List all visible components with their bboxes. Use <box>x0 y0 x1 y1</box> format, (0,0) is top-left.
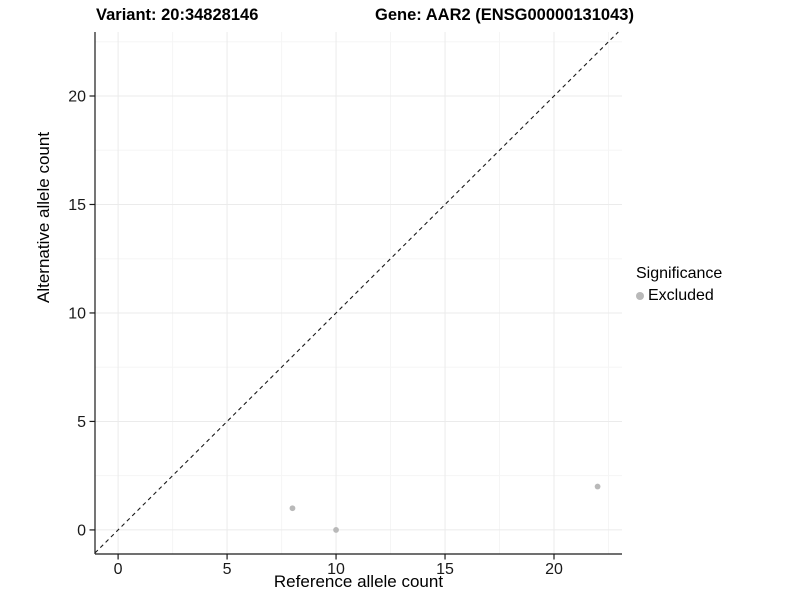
data-point-excluded <box>333 527 339 533</box>
x-tick-label: 10 <box>327 561 345 578</box>
variant-title: Variant: 20:34828146 <box>96 6 259 24</box>
data-point-excluded <box>594 483 601 490</box>
x-tick-label: 20 <box>545 561 563 578</box>
y-tick-label: 10 <box>68 305 86 322</box>
legend-entry-label: Excluded <box>648 287 714 304</box>
legend-point-swatch <box>636 291 644 300</box>
gene-title: Gene: AAR2 (ENSG00000131043) <box>375 6 634 24</box>
y-tick-label: 15 <box>68 197 86 214</box>
data-point-excluded <box>289 505 296 512</box>
legend: Significance Excluded <box>636 264 722 305</box>
y-tick-label: 20 <box>68 89 86 106</box>
y-tick-label: 0 <box>77 522 86 539</box>
legend-entry-excluded: Excluded <box>636 286 722 305</box>
x-tick-label: 5 <box>223 561 232 578</box>
x-tick-label: 0 <box>114 561 123 578</box>
identity-reference-line <box>94 31 619 554</box>
x-axis-title: Reference allele count <box>273 572 444 591</box>
y-tick-label: 5 <box>77 414 86 431</box>
x-tick-label: 15 <box>436 561 454 578</box>
y-axis-title: Alternative allele count <box>34 131 53 303</box>
legend-title: Significance <box>636 265 723 282</box>
